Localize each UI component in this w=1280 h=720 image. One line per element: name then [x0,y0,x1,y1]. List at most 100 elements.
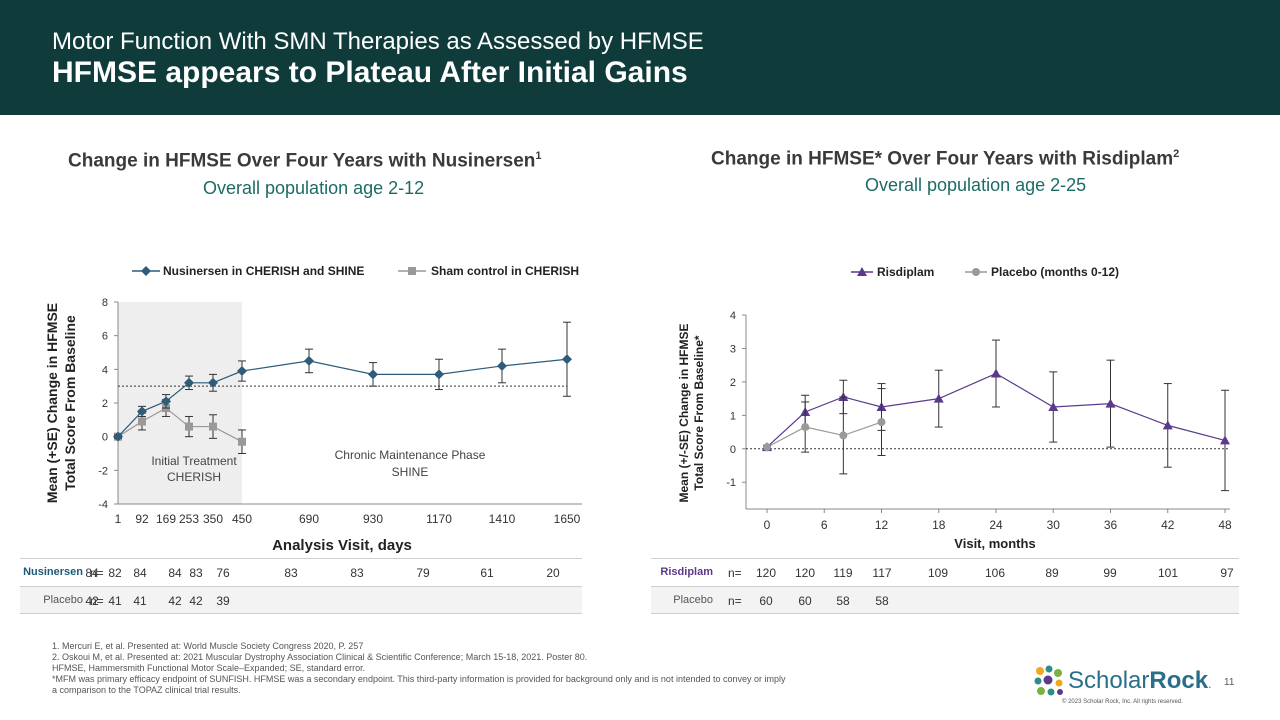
risdiplam-point [1220,435,1230,445]
sham-control-in-cherish-point [238,437,246,446]
n-table-cell: 58 [836,594,850,608]
left-panel-title-text: Change in HFMSE Over Four Years with Nus… [68,150,536,172]
shaded-region-label-line1: Initial Treatment [151,454,237,468]
x-tick-label: 450 [232,512,252,526]
x-tick-label: 1650 [554,512,581,526]
placebo-months-line [766,421,882,448]
n-table-cell: 106 [984,566,1006,580]
x-tick-label: 24 [989,518,1003,532]
left-panel-title-footnote: 1 [535,150,542,162]
sham-control-in-cherish-point [209,422,217,431]
right-panel-subtitle: Overall population age 2-25 [865,175,1087,195]
y-tick-label: 3 [730,343,736,355]
n-table-cell: 60 [759,594,773,608]
legend-marker-risdiplam [857,267,867,276]
n-table-cell: 83 [284,566,298,580]
n-table-cell: 42 [168,594,182,608]
nusinersen-in-cherish-and-shine-point [161,396,171,407]
right-panel-title: Change in HFMSE* Over Four Years with Ri… [711,148,1179,170]
initial-treatment-shade [118,302,242,504]
x-tick-label: 0 [764,518,771,532]
n-table-cell: 120 [794,566,816,580]
y-tick-label: -1 [726,477,736,489]
x-tick-label: 18 [932,518,946,532]
n-table-row: Placebo n= 42 41 41 42 42 39 [20,586,582,614]
logo-mark-icon [1034,665,1063,696]
x-axis-label: Analysis Visit, days [272,537,412,554]
logo-word-rock: Rock [1149,667,1209,694]
header-title: HFMSE appears to Plateau After Initial G… [52,56,688,89]
x-axis-label: Visit, months [954,536,1035,551]
n-table-cell: 84 [133,566,147,580]
n-table-cell: 89 [1045,566,1059,580]
x-tick-label: 48 [1218,518,1232,532]
n-table-cell: 76 [216,566,230,580]
nusinersen-in-cherish-and-shine-point [368,369,378,380]
y-tick-label: 4 [102,364,108,376]
y-tick-label: -4 [98,499,108,511]
sham-control-in-cherish-point [138,417,146,426]
y-tick-label: 4 [730,310,736,322]
x-tick-label: 690 [299,512,319,526]
x-tick-label: 1170 [426,512,452,526]
risdiplam-point [933,393,944,403]
left-panel-subtitle: Overall population age 2-12 [203,178,425,198]
region-label-line1: Chronic Maintenance Phase [335,448,486,462]
placebo-months-point [763,443,771,452]
n-table-cell: 79 [416,566,430,580]
nusinersen-in-cherish-and-shine-point [497,360,507,371]
n-table-row: Placebo n= 60 60 58 58 [651,586,1239,614]
nusinersen-in-cherish-and-shine-point [237,366,247,377]
n-table-cell: 61 [480,566,494,580]
y-axis-label-line2: Total Score From Baseline* [692,335,706,490]
left-panel-title: Change in HFMSE Over Four Years with Nus… [68,150,542,172]
n-table-cell: 83 [189,566,203,580]
x-tick-label: 1 [115,512,122,526]
n-table-cell: 120 [755,566,777,580]
n-table-prefix: n= [728,566,742,580]
y-axis-label-line2: Total Score From Baseline [62,315,78,491]
header-banner: Motor Function With SMN Therapies as Ass… [0,0,1280,115]
nusinersen-in-cherish-and-shine-point [113,431,123,442]
n-table-cell: 97 [1220,566,1234,580]
risdiplam-point [1162,420,1173,430]
n-table-row-label: Placebo [673,594,713,606]
nusinersen-in-cherish-and-shine-point [184,377,194,388]
n-table-cell: 99 [1103,566,1117,580]
y-tick-label: -2 [98,465,108,477]
y-axis-label-line1: Mean (+SE) Change in HFMSE [44,303,60,503]
legend-label-sham: Sham control in CHERISH [431,264,579,278]
placebo-months-point [877,418,886,427]
footnotes: 1. Mercuri E, et al. Presented at: World… [52,641,792,696]
n-table-cell: 101 [1157,566,1179,580]
footnote-1: 1. Mercuri E, et al. Presented at: World… [52,641,364,651]
x-tick-label: 36 [1104,518,1118,532]
x-tick-label: 6 [821,518,828,532]
y-axis-label-line1: Mean (+/-SE) Change in HFMSE [677,323,691,502]
x-tick-label: 42 [1161,518,1175,532]
placebo-months-point [839,431,848,440]
legend-marker-sham [408,267,416,275]
legend-label-nusinersen: Nusinersen in CHERISH and SHINE [163,264,364,278]
n-table-cell: 119 [833,566,853,580]
n-table-cell: 42 [189,594,203,608]
n-table-cell: 84 [85,566,99,580]
y-tick-label: 1 [730,410,736,422]
right-panel-title-footnote: 2 [1173,148,1180,160]
n-table-cell: 41 [133,594,147,608]
n-table-cell: 117 [872,566,892,580]
n-table-cell: 39 [216,594,230,608]
n-table-row-label: Risdiplam [660,566,713,578]
footnote-2: 2. Oskoui M, et al. Presented at: 2021 M… [52,652,588,662]
risdiplam-point [991,368,1001,378]
x-tick-label: 930 [363,512,383,526]
n-table-row-label: Placebo [43,594,83,606]
risdiplam-line [766,372,1226,448]
n-table-prefix: n= [90,566,104,580]
y-tick-label: 8 [102,297,108,309]
x-tick-label: 92 [135,512,149,526]
scholar-rock-logo: ScholarRock. [1032,662,1222,702]
header-subtitle: Motor Function With SMN Therapies as Ass… [52,28,704,55]
risdiplam-n-table: Risdiplam n= 120 120 119 117 109 106 89 99 101 97 Pl… [651,558,1239,614]
